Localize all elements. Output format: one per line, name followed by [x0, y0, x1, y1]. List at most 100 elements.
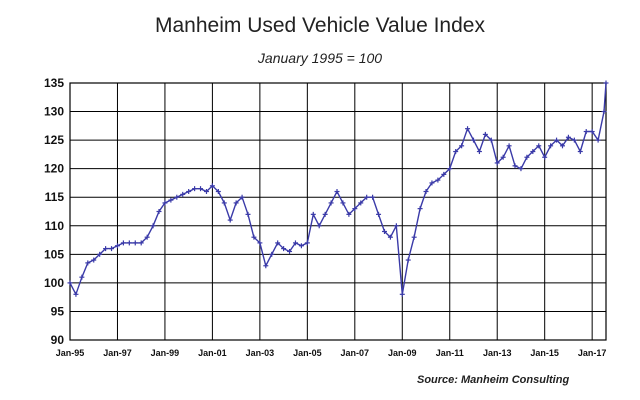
plot-frame — [69, 82, 607, 341]
data-point — [79, 274, 85, 280]
data-point — [603, 80, 609, 86]
data-point — [97, 251, 103, 257]
data-point — [180, 191, 186, 197]
data-point — [156, 209, 162, 214]
y-tick-label: 90 — [51, 333, 65, 347]
x-tick-label: Jan-11 — [436, 348, 464, 358]
x-tick-label: Jan-03 — [246, 348, 275, 358]
grid-lines — [69, 82, 606, 341]
data-point — [370, 194, 376, 200]
data-point — [221, 200, 227, 206]
data-point — [186, 189, 192, 195]
data-point — [417, 206, 423, 212]
y-tick-label: 95 — [51, 304, 65, 318]
data-point — [364, 194, 370, 200]
data-point — [470, 137, 476, 143]
data-point — [239, 194, 245, 200]
data-point — [174, 194, 180, 200]
data-point — [429, 180, 435, 186]
data-point — [269, 251, 275, 257]
data-point — [316, 223, 322, 229]
data-point — [215, 189, 221, 195]
data-point — [310, 211, 316, 217]
x-tick-label: Jan-07 — [341, 348, 370, 358]
data-point — [281, 246, 287, 252]
data-point — [376, 211, 382, 217]
y-tick-label: 110 — [45, 219, 65, 233]
data-point — [358, 200, 364, 206]
y-tick-label: 130 — [44, 105, 64, 119]
y-tick-label: 135 — [44, 76, 64, 90]
data-point — [476, 149, 482, 155]
data-point — [138, 240, 144, 246]
data-point — [126, 240, 132, 246]
data-point — [144, 234, 150, 240]
x-tick-label: Jan-09 — [388, 348, 417, 358]
data-point — [524, 154, 530, 160]
series-line — [69, 82, 607, 297]
data-point — [257, 240, 263, 246]
y-tick-label: 105 — [44, 247, 64, 261]
data-point — [583, 129, 589, 135]
data-point — [245, 211, 251, 217]
chart-subtitle: January 1995 = 100 — [257, 50, 383, 66]
data-point — [589, 129, 595, 135]
data-point — [150, 223, 156, 229]
x-tick-label: Jan-05 — [293, 348, 322, 358]
data-point — [488, 137, 494, 143]
source-note: Source: Manheim Consulting — [417, 374, 570, 386]
data-point — [453, 149, 459, 155]
y-tick-label: 115 — [45, 190, 65, 204]
data-point — [387, 234, 393, 240]
data-point — [554, 137, 560, 143]
data-point — [162, 200, 168, 206]
data-series — [67, 80, 609, 297]
data-point — [91, 257, 97, 263]
data-point — [559, 143, 565, 149]
data-point — [411, 234, 417, 240]
data-point — [233, 200, 239, 206]
data-point — [506, 143, 512, 149]
x-tick-label: Jan-99 — [151, 348, 180, 358]
data-point — [132, 240, 138, 246]
data-point — [577, 149, 583, 155]
data-point — [435, 177, 441, 183]
data-point — [198, 186, 204, 192]
data-point — [263, 263, 269, 269]
y-tick-label: 100 — [44, 276, 64, 290]
data-point — [334, 189, 340, 195]
data-point — [393, 223, 399, 229]
data-point — [518, 166, 524, 172]
data-point — [120, 240, 126, 246]
data-point — [423, 189, 429, 195]
axes — [69, 82, 607, 341]
data-point — [103, 246, 109, 252]
data-point — [536, 143, 542, 149]
data-point — [168, 197, 174, 203]
y-tick-label: 125 — [44, 133, 64, 147]
data-point — [542, 154, 548, 160]
data-point — [227, 217, 233, 223]
data-point — [251, 234, 257, 240]
data-point — [405, 257, 411, 263]
data-point — [571, 137, 577, 143]
data-point — [109, 246, 115, 252]
data-point — [203, 189, 209, 195]
x-tick-label: Jan-97 — [103, 348, 132, 358]
data-point — [500, 154, 506, 160]
chart-title: Manheim Used Vehicle Value Index — [155, 14, 485, 37]
x-tick-label: Jan-95 — [56, 348, 85, 358]
data-point — [275, 240, 281, 246]
data-point — [512, 163, 518, 169]
data-point — [565, 134, 571, 140]
x-tick-label: Jan-01 — [198, 348, 227, 358]
data-point — [192, 186, 198, 192]
data-point — [494, 160, 500, 166]
data-point — [346, 211, 352, 217]
data-point — [85, 260, 91, 266]
data-point — [441, 171, 447, 177]
data-point — [340, 200, 346, 206]
data-point — [287, 248, 293, 254]
data-point — [530, 149, 536, 155]
tick-labels: 90 95 100 105 110 115 120 125 130 135 Jan-95 Jan-97… — [44, 76, 606, 358]
